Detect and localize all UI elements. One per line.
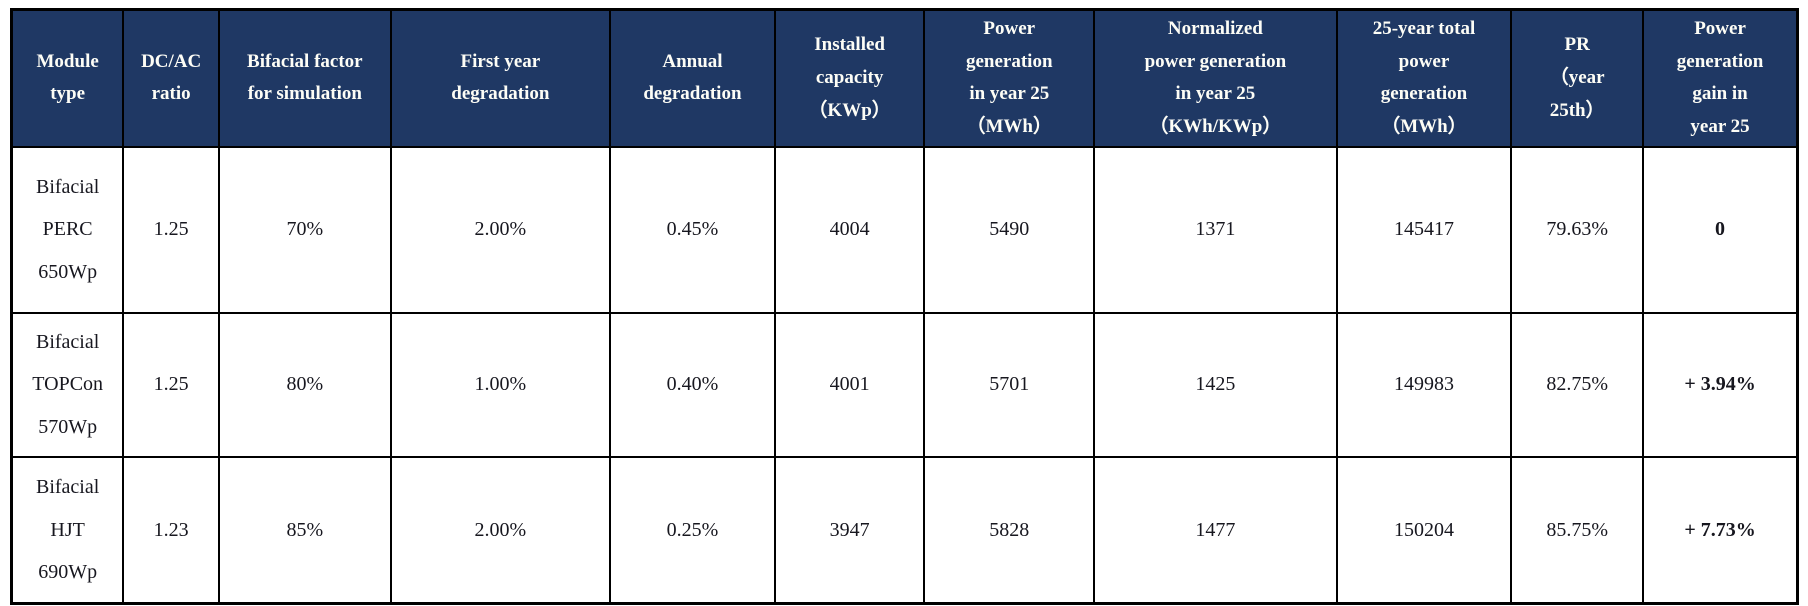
table-row-perc: Bifacial PERC 650Wp 1.25 70% 2.00% 0.45%… (10, 145, 1799, 314)
cell-bifacial-factor: 85% (218, 455, 392, 605)
col-header-installed-capacity: Installed capacity （KWp） (773, 8, 926, 148)
col-header-pr-year25: PR （year 25th） (1510, 8, 1645, 148)
cell-installed-capacity: 4001 (773, 311, 926, 458)
col-header-power-generation-gain: Power generation gain in year 25 (1642, 8, 1799, 148)
cell-pr-year25: 79.63% (1510, 145, 1645, 314)
cell-bifacial-factor: 80% (218, 311, 392, 458)
module-comparison-table: Module type DC/AC ratio Bifacial factor … (10, 8, 1799, 606)
col-header-25year-total-generation: 25-year total power generation （MWh） (1335, 8, 1513, 148)
cell-pr-year25: 82.75% (1510, 311, 1645, 458)
cell-25year-total-generation: 149983 (1335, 311, 1513, 458)
cell-bifacial-factor: 70% (218, 145, 392, 314)
cell-dcac-ratio: 1.25 (122, 311, 221, 458)
table-header-row: Module type DC/AC ratio Bifacial factor … (10, 8, 1799, 148)
cell-25year-total-generation: 150204 (1335, 455, 1513, 605)
cell-normalized-power-generation: 1425 (1093, 311, 1338, 458)
table-row-topcon: Bifacial TOPCon 570Wp 1.25 80% 1.00% 0.4… (10, 311, 1799, 458)
cell-power-generation-year25: 5490 (923, 145, 1096, 314)
col-header-normalized-power-generation: Normalized power generation in year 25 （… (1093, 8, 1338, 148)
cell-installed-capacity: 4004 (773, 145, 926, 314)
cell-annual-degradation: 0.40% (609, 311, 776, 458)
col-header-bifacial-factor: Bifacial factor for simulation (218, 8, 392, 148)
col-header-module-type: Module type (10, 8, 125, 148)
cell-annual-degradation: 0.25% (609, 455, 776, 605)
cell-power-generation-year25: 5701 (923, 311, 1096, 458)
cell-module-type: Bifacial HJT 690Wp (10, 455, 125, 605)
cell-annual-degradation: 0.45% (609, 145, 776, 314)
cell-module-type: Bifacial PERC 650Wp (10, 145, 125, 314)
cell-normalized-power-generation: 1477 (1093, 455, 1338, 605)
cell-power-generation-gain: + 3.94% (1642, 311, 1799, 458)
cell-power-generation-gain: + 7.73% (1642, 455, 1799, 605)
cell-power-generation-gain: 0 (1642, 145, 1799, 314)
cell-first-year-degradation: 2.00% (389, 455, 612, 605)
col-header-annual-degradation: Annual degradation (609, 8, 776, 148)
cell-first-year-degradation: 1.00% (389, 311, 612, 458)
col-header-power-generation-year25: Power generation in year 25 （MWh） (923, 8, 1096, 148)
cell-first-year-degradation: 2.00% (389, 145, 612, 314)
cell-dcac-ratio: 1.23 (122, 455, 221, 605)
cell-module-type: Bifacial TOPCon 570Wp (10, 311, 125, 458)
table-row-hjt: Bifacial HJT 690Wp 1.23 85% 2.00% 0.25% … (10, 455, 1799, 605)
cell-dcac-ratio: 1.25 (122, 145, 221, 314)
col-header-first-year-degradation: First year degradation (389, 8, 612, 148)
cell-normalized-power-generation: 1371 (1093, 145, 1338, 314)
col-header-dcac-ratio: DC/AC ratio (122, 8, 221, 148)
cell-installed-capacity: 3947 (773, 455, 926, 605)
cell-power-generation-year25: 5828 (923, 455, 1096, 605)
cell-pr-year25: 85.75% (1510, 455, 1645, 605)
cell-25year-total-generation: 145417 (1335, 145, 1513, 314)
